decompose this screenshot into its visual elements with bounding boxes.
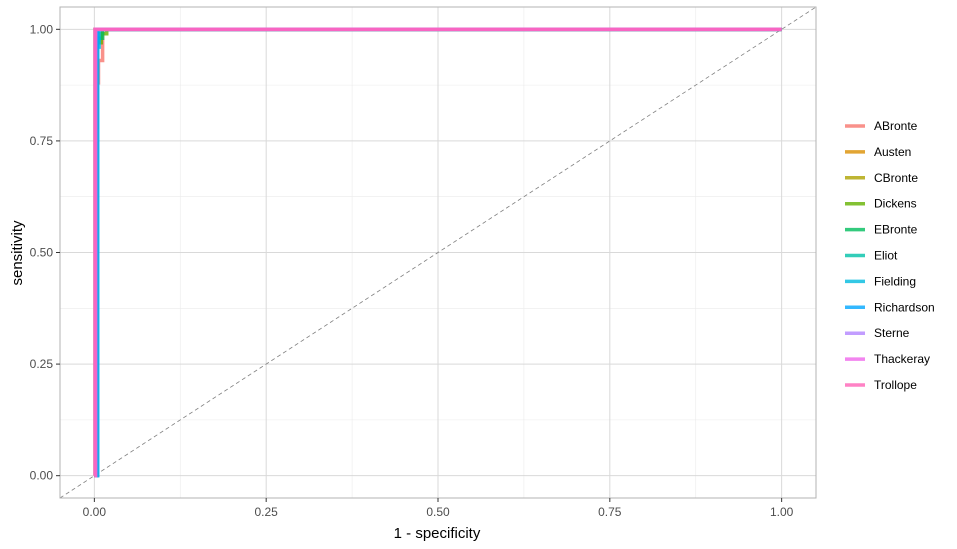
legend-label-dickens: Dickens: [874, 197, 917, 211]
y-tick-label-3: 0.75: [30, 134, 54, 148]
y-tick-label-2: 0.50: [30, 246, 54, 260]
x-tick-label-3: 0.75: [598, 505, 622, 519]
legend-label-ebronte: EBronte: [874, 223, 918, 237]
x-tick-label-4: 1.00: [770, 505, 794, 519]
x-tick-label-2: 0.50: [426, 505, 450, 519]
y-tick-label-1: 0.25: [30, 357, 54, 371]
reference-line-group: [59, 6, 817, 499]
legend-label-austen: Austen: [874, 145, 911, 159]
legend-label-sterne: Sterne: [874, 326, 910, 340]
legend-label-thackeray: Thackeray: [874, 352, 930, 366]
legend-label-eliot: Eliot: [874, 249, 898, 263]
series-group: [93, 27, 782, 478]
legend-label-richardson: Richardson: [874, 300, 935, 314]
x-axis-ticks: 0.00 0.25 0.50 0.75 1.00: [83, 498, 794, 519]
y-tick-label-4: 1.00: [30, 22, 54, 36]
legend: ABronte Austen CBronte Dickens EBronte Eliot F…: [845, 119, 935, 392]
y-axis-ticks: 0.00 0.25 0.50 0.75 1.00: [30, 22, 60, 483]
legend-label-fielding: Fielding: [874, 274, 916, 288]
x-tick-label-0: 0.00: [83, 505, 107, 519]
y-tick-label-0: 0.00: [30, 469, 54, 483]
y-axis-title: sensitivity: [9, 220, 26, 286]
legend-label-trollope: Trollope: [874, 378, 917, 392]
legend-label-cbronte: CBronte: [874, 171, 918, 185]
x-axis-title: 1 - specificity: [394, 525, 481, 542]
series-line-trollope: [93, 27, 782, 478]
legend-label-abronte: ABronte: [874, 119, 918, 133]
x-tick-label-1: 0.25: [255, 505, 279, 519]
reference-line: [59, 6, 817, 499]
